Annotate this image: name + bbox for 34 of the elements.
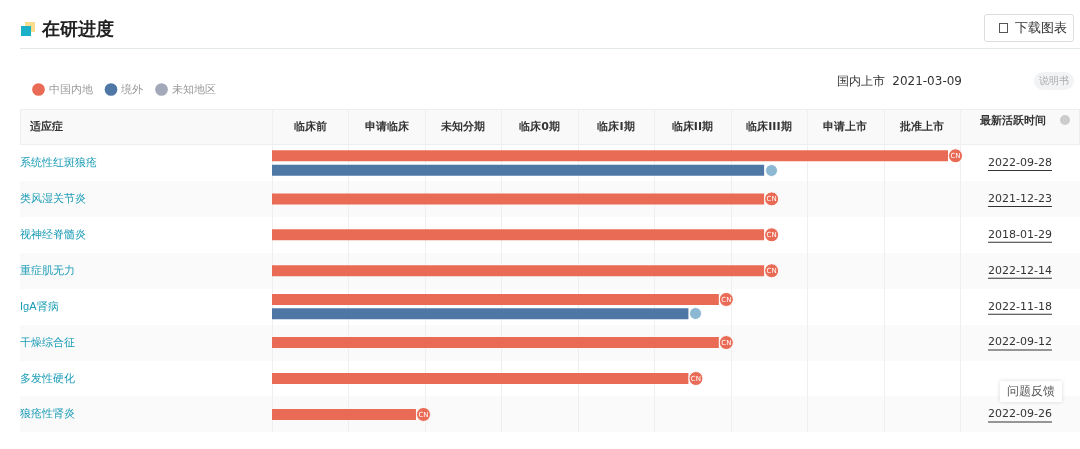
annotation: 未知分期 [440,119,486,133]
annotation: 申请上市 [823,119,868,133]
legend-label: 未知地区 [171,82,216,95]
annotation: 申请临床 [364,119,410,133]
annotation: 临床0期 [519,119,560,133]
text: 2021-12-23 [988,191,1052,205]
text: 在研进度 [42,17,114,41]
y-axis-title: 适应症 [29,119,63,133]
y-tick-label: 狼疮性肾炎 [20,407,75,420]
y-tick-label: 系统性红斑狼疮 [20,155,97,168]
text: 问题反馈 [1007,384,1055,398]
annotation: 批准上市 [898,119,944,133]
text: 下载图表 [1015,20,1067,35]
legend-label: 中国内地 [48,82,93,95]
text: 最新活跃时间 [980,114,1046,127]
text: 2018-01-29 [988,227,1052,241]
text: 2022-09-26 [988,407,1052,421]
annotation: 临床I期 [597,119,635,133]
annotation: 临床III期 [746,119,792,133]
y-tick-label: 干燥综合征 [20,335,75,348]
y-tick-label: IgA肾病 [20,299,59,312]
y-tick-label: 类风湿关节炎 [20,191,86,204]
chart-subtitle: 国内上市 2021-03-09 [836,73,962,90]
text: 2022-09-28 [988,155,1052,169]
y-tick-label: 视神经脊髓炎 [20,227,86,240]
text: 2022-11-18 [988,299,1052,313]
y-tick-label: 多发性硬化 [20,371,75,384]
legend-label: 境外 [120,82,143,95]
text: 2022-09-12 [988,335,1052,349]
y-tick-label: 重症肌无力 [20,263,75,276]
annotation: 临床前 [293,119,327,133]
text: 2022-12-14 [988,263,1052,277]
annotation: 临床II期 [671,119,714,133]
text: 说明书 [1039,75,1069,86]
